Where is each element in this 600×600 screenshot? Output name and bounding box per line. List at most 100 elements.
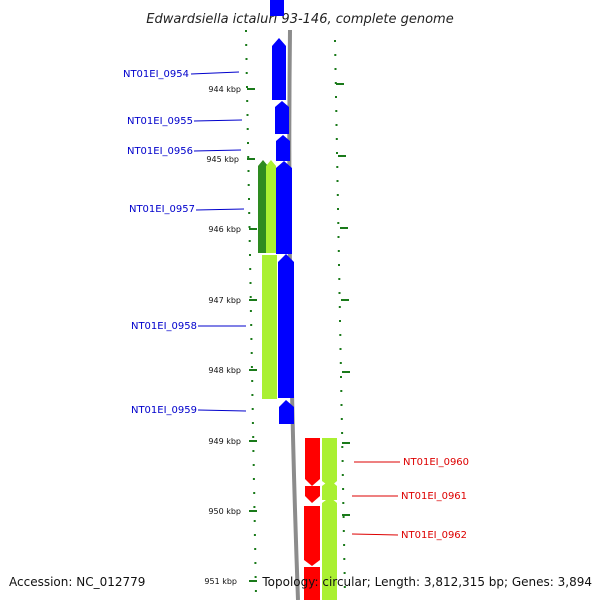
gene-feature-0957-dark[interactable] xyxy=(258,160,268,253)
ruler-dot xyxy=(341,432,344,434)
ruler-dot xyxy=(246,100,249,102)
leader-0956 xyxy=(193,149,242,152)
ruler-dot xyxy=(337,222,340,224)
gene-feature-0960[interactable] xyxy=(322,438,337,487)
ruler-dot xyxy=(254,562,257,564)
cds-0954[interactable] xyxy=(272,38,286,100)
ruler-dot xyxy=(253,506,256,508)
ruler-dot xyxy=(250,324,253,326)
ruler-dot xyxy=(337,208,339,210)
ruler-dot xyxy=(250,352,253,354)
leader-0959 xyxy=(197,409,247,412)
gene-feature-0962[interactable] xyxy=(322,497,337,600)
ruler-dot xyxy=(334,82,337,84)
ruler-dot xyxy=(340,390,343,392)
cds-0962[interactable] xyxy=(304,506,320,566)
gene-label-0962[interactable]: NT01EI_0962 xyxy=(401,530,467,541)
ruler-dot xyxy=(252,478,255,480)
cds-0959[interactable] xyxy=(279,400,294,424)
ruler-dot xyxy=(245,44,248,46)
gene-label-0958[interactable]: NT01EI_0958 xyxy=(131,321,197,332)
ruler-dot xyxy=(251,408,254,410)
ruler-dot xyxy=(342,502,345,504)
gene-label-0955[interactable]: NT01EI_0955 xyxy=(127,116,193,127)
dotted-rulers xyxy=(245,30,346,592)
tick-label-945: 945 kbp xyxy=(206,155,239,164)
ruler-dot xyxy=(245,30,247,32)
ruler-dot xyxy=(253,534,256,536)
ruler-dot xyxy=(343,558,346,560)
tick-label-948: 948 kbp xyxy=(208,366,241,375)
leader-lines xyxy=(190,71,400,536)
gene-feature-0958[interactable] xyxy=(262,255,277,399)
ruler-dot xyxy=(335,110,338,112)
gene-features xyxy=(258,160,337,600)
cds-0960[interactable] xyxy=(305,438,320,486)
ruler-dot xyxy=(247,184,250,186)
ruler-dot xyxy=(339,362,342,364)
gene-label-0956[interactable]: NT01EI_0956 xyxy=(127,146,193,157)
ruler-dot xyxy=(334,40,336,42)
ruler-dot xyxy=(339,320,341,322)
cds-0953[interactable] xyxy=(270,0,284,16)
gene-label-0954[interactable]: NT01EI_0954 xyxy=(123,69,189,80)
ruler-dot xyxy=(339,348,342,350)
ruler-dot xyxy=(251,422,254,424)
cds-0958[interactable] xyxy=(278,254,294,398)
tick-marks xyxy=(247,83,350,582)
tick-label-946: 946 kbp xyxy=(208,225,241,234)
cds-0955[interactable] xyxy=(275,101,289,134)
ruler-dot xyxy=(251,394,254,396)
ruler-dot xyxy=(343,544,346,546)
ruler-dot xyxy=(338,278,341,280)
leader-0954 xyxy=(190,71,240,75)
ruler-dot xyxy=(341,474,344,476)
ruler-dot xyxy=(343,572,346,574)
gene-feature-0957[interactable] xyxy=(266,160,276,253)
tick-label-944: 944 kbp xyxy=(208,85,241,94)
cds-0957[interactable] xyxy=(276,161,292,254)
ruler-dot xyxy=(337,250,340,252)
gene-label-0960[interactable]: NT01EI_0960 xyxy=(403,457,469,468)
accession-text: Accession: NC_012779 xyxy=(9,575,146,589)
ruler-dot xyxy=(341,460,344,462)
gene-feature-0961[interactable] xyxy=(322,480,337,500)
cds-0963[interactable] xyxy=(304,567,320,600)
cds-0961[interactable] xyxy=(305,486,320,503)
ruler-dot xyxy=(251,380,254,382)
ruler-dot xyxy=(336,180,339,182)
gene-label-0959[interactable]: NT01EI_0959 xyxy=(131,405,197,416)
ruler-dot xyxy=(334,54,337,56)
leader-0962 xyxy=(351,533,399,536)
cds-0956[interactable] xyxy=(276,135,290,161)
ruler-dot xyxy=(248,226,251,228)
ruler-dot xyxy=(336,194,339,196)
ruler-dot xyxy=(248,212,251,214)
ruler-dot xyxy=(247,142,249,144)
ruler-dot xyxy=(246,114,249,116)
ruler-dot xyxy=(338,292,341,294)
tick-label-947: 947 kbp xyxy=(208,296,241,305)
ruler-dot xyxy=(340,376,342,378)
ruler-dot xyxy=(335,124,338,126)
ruler-dot xyxy=(340,418,343,420)
ruler-dot xyxy=(335,138,338,140)
ruler-dot xyxy=(342,488,345,490)
gene-label-0961[interactable]: NT01EI_0961 xyxy=(401,491,467,502)
tick-label-949: 949 kbp xyxy=(208,437,241,446)
leader-0955 xyxy=(193,119,243,122)
ruler-dot xyxy=(252,464,255,466)
ruler-dot xyxy=(246,128,249,130)
gene-label-0957[interactable]: NT01EI_0957 xyxy=(129,204,195,215)
ruler-dot xyxy=(337,236,340,238)
ruler-dot xyxy=(247,156,250,158)
ruler-dot xyxy=(336,166,339,168)
ruler-dot xyxy=(248,240,251,242)
ruler-dot xyxy=(335,96,337,98)
tick-label-950: 950 kbp xyxy=(208,507,241,516)
ruler-dot xyxy=(342,516,345,518)
ruler-dot xyxy=(254,590,257,592)
reverse-cds-track xyxy=(304,438,320,600)
ruler-dot xyxy=(253,492,256,494)
ruler-dot xyxy=(254,576,257,578)
